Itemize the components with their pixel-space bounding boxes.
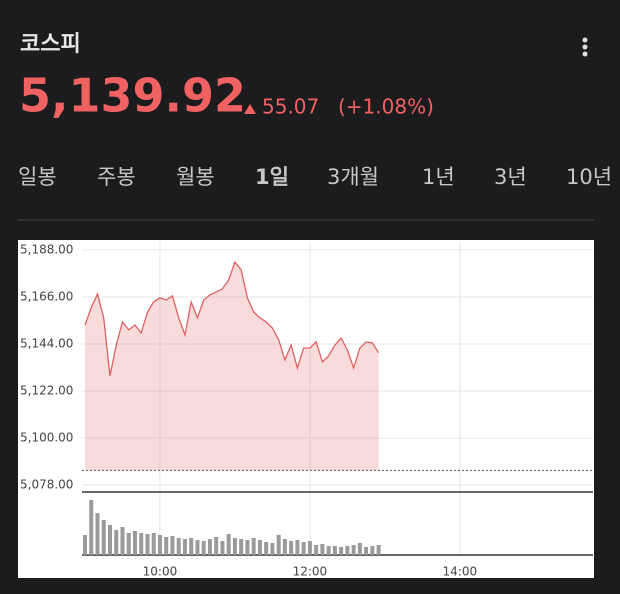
tab[interactable]: 월봉 — [176, 165, 215, 189]
more-menu[interactable] — [582, 37, 588, 57]
price-line — [84, 260, 380, 377]
tab[interactable]: 10년 — [566, 165, 612, 189]
volume-bar — [320, 544, 325, 555]
change-pct: (+1.08%) — [338, 95, 434, 119]
volume-bar — [182, 539, 187, 555]
tab[interactable]: 주봉 — [97, 165, 136, 189]
volume-bar — [170, 536, 175, 555]
volume-bar — [132, 531, 137, 555]
volume-bar — [357, 543, 362, 555]
volume-bar — [326, 546, 331, 555]
volume-bar — [120, 527, 125, 555]
volume-bar — [245, 540, 250, 555]
price: 5,139.92 — [19, 69, 246, 123]
volume-bar — [264, 542, 269, 555]
volume-bar — [332, 546, 337, 555]
volume-bar — [220, 541, 225, 555]
volume-bar — [214, 537, 219, 555]
volume-bar — [207, 539, 212, 555]
tab[interactable]: 일봉 — [18, 165, 57, 189]
tab[interactable]: 3년 — [494, 165, 527, 189]
volume-bar — [276, 535, 281, 555]
x-tick-label: 12:00 — [293, 565, 328, 579]
volume-bar — [226, 534, 231, 555]
volume-bar — [370, 546, 375, 555]
volume-bar — [83, 535, 87, 555]
chart: 5,188.00 5,166.00 5,144.00 5,122.00 5,100.00… — [20, 242, 593, 579]
volume-bar — [176, 538, 181, 555]
volume-bar — [301, 542, 306, 555]
volume-bar — [314, 545, 319, 555]
volume-bar — [376, 545, 381, 555]
volume-bar — [195, 540, 200, 555]
volume-bar — [157, 535, 162, 555]
volume-bar — [107, 525, 112, 555]
y-tick-label: 5,078.00 — [20, 478, 73, 492]
volume-bar — [282, 539, 287, 555]
x-tick-label: 10:00 — [143, 565, 178, 579]
tab[interactable]: 1년 — [422, 165, 455, 189]
y-tick-label: 5,100.00 — [20, 431, 73, 445]
volume-bar — [151, 533, 156, 555]
y-tick-label: 5,166.00 — [20, 290, 73, 304]
volume-bar — [251, 538, 256, 555]
volume-bar — [189, 538, 194, 555]
index-title: 코스피 — [20, 32, 81, 57]
volume-bar — [289, 541, 294, 555]
y-tick-label: 5,188.00 — [20, 243, 73, 257]
volume-bar — [95, 513, 100, 555]
volume-bar — [257, 540, 262, 555]
tab[interactable]: 3개월 — [327, 165, 379, 189]
x-tick-label: 14:00 — [443, 565, 478, 579]
y-tick-label: 5,122.00 — [20, 384, 73, 398]
volume-bar — [364, 547, 369, 555]
volume-bar — [145, 534, 150, 555]
volume-bar — [101, 520, 106, 555]
volume-bar — [307, 541, 312, 555]
volume-bar — [295, 540, 300, 555]
volume-bar — [239, 539, 244, 555]
volume-bar — [345, 546, 350, 555]
volume-bar — [351, 545, 356, 555]
tabs: 일봉 주봉 월봉 1일 3개월 1년 3년 10년 — [18, 165, 612, 189]
volume-bar — [201, 541, 206, 555]
volume-bar — [270, 543, 275, 555]
volume-bar — [126, 533, 131, 555]
volume-bar — [164, 537, 169, 555]
up-arrow — [244, 104, 256, 114]
volume-bar — [139, 533, 144, 555]
volume-bar — [114, 530, 119, 555]
price-area — [85, 262, 379, 471]
volume-bar — [339, 547, 344, 555]
y-tick-label: 5,144.00 — [20, 337, 73, 351]
tab[interactable]: 1일 — [255, 165, 289, 189]
change: 55.07 — [262, 95, 319, 119]
volume-bar — [89, 500, 94, 555]
chart-panel — [18, 240, 594, 578]
volume-bar — [232, 538, 237, 555]
